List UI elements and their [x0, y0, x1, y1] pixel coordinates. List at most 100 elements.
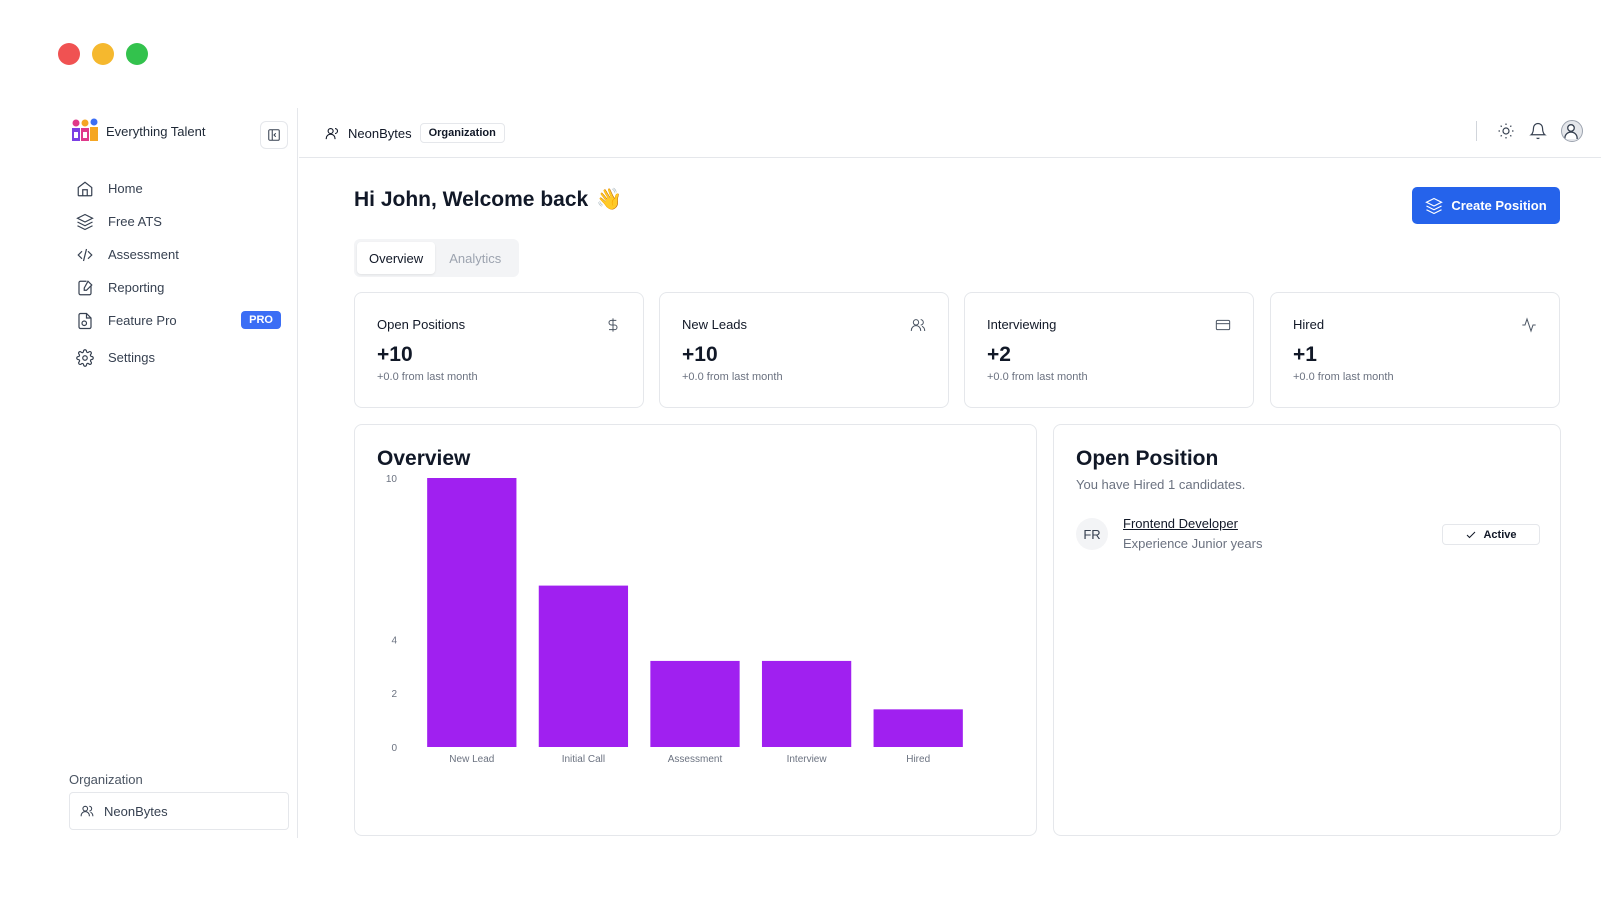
greeting-text: Hi John, Welcome back: [354, 188, 589, 211]
stat-value: +2: [987, 343, 1011, 366]
create-position-button[interactable]: Create Position: [1412, 187, 1560, 224]
stat-subtext: +0.0 from last month: [682, 371, 783, 383]
sun-icon[interactable]: [1497, 122, 1515, 140]
pro-badge: PRO: [241, 311, 281, 329]
code-icon: [77, 248, 93, 261]
sidebar-item-label: Settings: [108, 350, 155, 365]
open-position-subtitle: You have Hired 1 candidates.: [1076, 477, 1246, 492]
position-name-link[interactable]: Frontend Developer: [1123, 516, 1238, 531]
y-tick-label: 0: [391, 743, 397, 754]
x-tick-label: Assessment: [668, 754, 723, 765]
check-icon: [1467, 531, 1476, 538]
credit-card-icon: [1215, 319, 1231, 331]
overview-chart-card: Overview 0 2 4 10 New Lead Initial Call Assess…: [354, 424, 1037, 836]
chart-bar[interactable]: [427, 478, 517, 747]
tab-list: Overview Analytics: [354, 239, 519, 277]
stat-value: +10: [682, 343, 718, 366]
y-tick-label: 4: [391, 635, 397, 646]
report-icon: [78, 279, 93, 295]
sidebar-item-label: Feature Pro: [108, 313, 177, 328]
stat-value: +1: [1293, 343, 1317, 366]
home-icon: [77, 180, 93, 196]
page-title: Hi John, Welcome back 👋: [354, 188, 622, 212]
bell-icon[interactable]: [1529, 122, 1547, 140]
chart-bar[interactable]: [761, 660, 852, 747]
tab-analytics[interactable]: Analytics: [449, 250, 502, 266]
overview-bar-chart: 0 2 4 10 New Lead Initial Call Assessment Inter…: [386, 474, 963, 765]
sidebar-item-label: Home: [108, 181, 143, 196]
x-tick-label: Hired: [906, 754, 930, 765]
stat-card-interviewing: Interviewing +2 +0.0 from last month: [964, 292, 1254, 408]
sidebar-item-reporting[interactable]: Reporting: [76, 271, 281, 304]
brand-title: Everything Talent: [106, 123, 206, 139]
gear-icon: [76, 348, 94, 367]
chart-bar[interactable]: [873, 709, 963, 747]
sidebar-item-assessment[interactable]: Assessment: [76, 238, 281, 271]
brand-logo: [70, 118, 100, 144]
window-maximize-button[interactable]: [126, 43, 148, 65]
stat-subtext: +0.0 from last month: [377, 371, 478, 383]
stat-card-hired: Hired +1 +0.0 from last month: [1270, 292, 1560, 408]
position-experience: Experience Junior years: [1123, 536, 1263, 551]
stat-value: +10: [377, 343, 413, 366]
position-row[interactable]: FR Frontend Developer Experience Junior …: [1076, 516, 1540, 556]
wave-emoji-icon: 👋: [596, 188, 623, 211]
organization-switcher[interactable]: NeonBytes: [69, 792, 289, 830]
stat-title: Hired: [1293, 317, 1325, 332]
stat-subtext: +0.0 from last month: [1293, 371, 1394, 383]
file-lock-icon: [78, 312, 92, 329]
layers-icon: [76, 213, 94, 230]
open-position-card: Open Position You have Hired 1 candidate…: [1053, 424, 1561, 836]
stat-subtext: +0.0 from last month: [987, 371, 1088, 383]
organization-name: NeonBytes: [104, 803, 168, 819]
tab-overview[interactable]: Overview: [357, 242, 436, 274]
layers-icon: [1425, 197, 1444, 214]
organization-tag: Organization: [419, 123, 505, 143]
dollar-icon: [608, 318, 618, 332]
stat-title: Open Positions: [377, 317, 466, 332]
topbar-org-name: NeonBytes: [348, 125, 412, 141]
sidebar-item-label: Assessment: [108, 247, 179, 262]
user-avatar[interactable]: [1561, 120, 1583, 142]
window-close-button[interactable]: [58, 43, 80, 65]
window-minimize-button[interactable]: [92, 43, 114, 65]
stat-title: New Leads: [682, 317, 748, 332]
user-icon: [325, 127, 339, 139]
open-position-title: Open Position: [1076, 447, 1219, 470]
create-position-label: Create Position: [1451, 198, 1547, 213]
position-avatar: FR: [1076, 518, 1108, 550]
x-tick-label: Initial Call: [562, 754, 605, 765]
x-tick-label: Interview: [787, 754, 828, 765]
x-tick-label: New Lead: [449, 754, 494, 765]
status-label: Active: [1483, 528, 1517, 541]
stat-card-new-leads: New Leads +10 +0.0 from last month: [659, 292, 949, 408]
topbar: NeonBytes Organization: [299, 108, 1601, 158]
stat-card-open-positions: Open Positions +10 +0.0 from last month: [354, 292, 644, 408]
sidebar: Everything Talent Home Free ATS Assessme…: [58, 108, 298, 838]
activity-icon: [1522, 317, 1536, 333]
window-controls: [58, 43, 148, 65]
users-icon: [80, 805, 94, 817]
sidebar-item-settings[interactable]: Settings: [76, 341, 281, 374]
position-status-badge[interactable]: Active: [1442, 524, 1540, 545]
y-tick-label: 10: [386, 474, 398, 485]
chart-bar[interactable]: [650, 660, 740, 747]
users-icon: [910, 319, 926, 331]
sidebar-item-free-ats[interactable]: Free ATS: [76, 205, 281, 238]
stat-title: Interviewing: [987, 317, 1057, 332]
divider: [1476, 121, 1477, 141]
topbar-organization: NeonBytes Organization: [325, 123, 505, 143]
sidebar-item-label: Free ATS: [108, 214, 162, 229]
sidebar-collapse-button[interactable]: [260, 121, 288, 149]
chart-bar[interactable]: [538, 585, 629, 747]
sidebar-item-home[interactable]: Home: [76, 172, 281, 205]
chart-title: Overview: [377, 447, 471, 470]
panel-left-icon: [268, 129, 280, 141]
sidebar-item-feature-pro[interactable]: Feature Pro PRO: [76, 304, 281, 337]
y-tick-label: 2: [391, 689, 397, 700]
brand[interactable]: Everything Talent: [70, 118, 206, 144]
topbar-actions: [1476, 120, 1583, 142]
sidebar-nav: Home Free ATS Assessment Reporting Featu…: [76, 172, 281, 374]
sidebar-item-label: Reporting: [108, 280, 165, 295]
organization-label: Organization: [69, 772, 143, 787]
